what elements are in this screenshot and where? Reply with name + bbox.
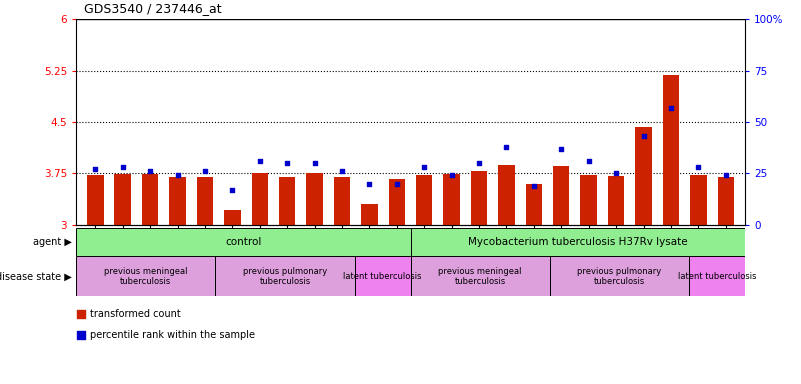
Text: previous pulmonary
tuberculosis: previous pulmonary tuberculosis (243, 266, 328, 286)
Point (637, 133, 650, 139)
Bar (87, 175, 103, 225)
Text: percentile rank within the sample: percentile rank within the sample (91, 330, 256, 340)
Point (308, 160, 321, 166)
Point (143, 168, 156, 174)
Text: Mycobacterium tuberculosis H37Rv lysate: Mycobacterium tuberculosis H37Rv lysate (468, 237, 687, 247)
Bar (416, 175, 433, 225)
Bar (361, 204, 377, 225)
Text: previous pulmonary
tuberculosis: previous pulmonary tuberculosis (578, 266, 662, 286)
Bar (410, 256, 549, 296)
Point (253, 158, 266, 164)
Text: GDS3540 / 237446_at: GDS3540 / 237446_at (84, 2, 222, 15)
Text: previous meningeal
tuberculosis: previous meningeal tuberculosis (438, 266, 522, 286)
Bar (444, 174, 460, 225)
Point (199, 168, 211, 174)
Bar (410, 228, 745, 256)
Bar (306, 172, 323, 225)
Bar (549, 256, 689, 296)
Bar (608, 176, 624, 225)
Point (610, 170, 622, 176)
Point (116, 164, 129, 170)
Bar (662, 74, 679, 225)
Bar (635, 127, 652, 225)
Point (75, 311, 88, 317)
Text: latent tuberculosis: latent tuberculosis (678, 272, 756, 281)
Bar (169, 177, 186, 225)
Point (281, 160, 294, 166)
Text: transformed count: transformed count (91, 309, 181, 319)
Text: control: control (225, 237, 261, 247)
Point (582, 158, 595, 164)
Bar (76, 256, 215, 296)
Bar (215, 256, 355, 296)
Bar (388, 179, 405, 225)
Bar (76, 228, 411, 256)
Text: disease state ▶: disease state ▶ (0, 271, 72, 281)
Bar (142, 174, 159, 225)
Bar (355, 256, 410, 296)
Bar (718, 177, 734, 225)
Point (719, 172, 732, 179)
Bar (553, 166, 570, 225)
Bar (581, 175, 597, 225)
Point (336, 168, 348, 174)
Text: agent ▶: agent ▶ (33, 237, 72, 247)
Point (692, 164, 705, 170)
Bar (471, 171, 487, 225)
Point (555, 146, 568, 152)
Bar (115, 174, 131, 225)
Point (665, 104, 678, 111)
Bar (197, 177, 213, 225)
Point (75, 332, 88, 338)
Bar (689, 256, 745, 296)
Bar (498, 165, 515, 225)
Text: previous meningeal
tuberculosis: previous meningeal tuberculosis (104, 266, 187, 286)
Bar (525, 184, 542, 225)
Point (226, 187, 239, 193)
Point (89, 166, 102, 172)
Point (418, 164, 431, 170)
Bar (279, 177, 296, 225)
Point (473, 160, 485, 166)
Point (390, 180, 403, 187)
Bar (334, 177, 350, 225)
Text: latent tuberculosis: latent tuberculosis (344, 272, 422, 281)
Point (500, 144, 513, 150)
Bar (252, 172, 268, 225)
Bar (224, 210, 240, 225)
Point (445, 172, 458, 179)
Point (363, 180, 376, 187)
Bar (690, 175, 706, 225)
Point (171, 172, 184, 179)
Point (527, 182, 540, 189)
